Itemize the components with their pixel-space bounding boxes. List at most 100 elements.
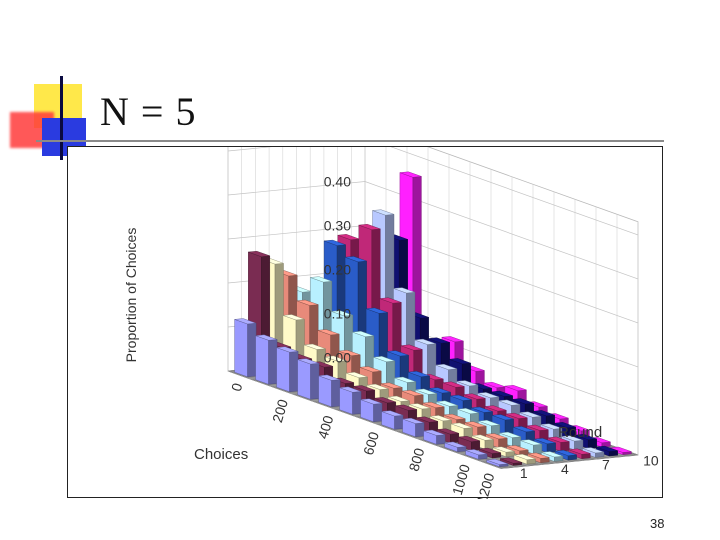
bar-top-face [547, 436, 570, 443]
bar-top-face [486, 458, 509, 465]
z-axis-label: Round [558, 424, 602, 441]
x-tick-label: 0 [228, 381, 246, 393]
bar-top-face [471, 406, 493, 413]
bar-side-face [498, 437, 508, 449]
bar-top-face [513, 453, 536, 460]
bar-round-1-bin-6 [360, 398, 383, 423]
y-tick-label: 0.00 [324, 350, 351, 366]
bar-top-face [436, 400, 458, 407]
bar-top-face [358, 223, 381, 230]
bar-side-face [268, 339, 278, 385]
bar-top-face [519, 411, 542, 418]
y-gridline [227, 181, 639, 280]
chart-3d-bar: 0.000.100.200.300.400.50Proportion of Ch… [123, 147, 659, 500]
bar-side-face [289, 351, 299, 393]
bar-top-face [442, 381, 465, 388]
bar-top-face [449, 358, 471, 365]
bar-round-1-bin-0 [234, 318, 257, 378]
bar-top-face [527, 452, 550, 459]
bar-top-face [437, 428, 459, 435]
x-tick-label: 200 [269, 397, 291, 424]
bar-top-face [500, 457, 522, 464]
bar-round-1-bin-4 [318, 374, 341, 408]
bar-top-face [554, 422, 576, 429]
bar-top-face [492, 446, 515, 453]
bar-top-face [324, 355, 347, 362]
bar-top-face [568, 448, 591, 455]
bar-top-face [338, 349, 361, 356]
bar-top-face [282, 314, 305, 321]
bar-top-face [429, 387, 451, 394]
y-tick-label: 0.30 [324, 218, 351, 234]
page-number: 38 [650, 516, 665, 531]
bar-top-face [353, 385, 375, 392]
bar-top-face [492, 414, 514, 421]
bar-top-face [609, 446, 632, 453]
bar-round-3-bin-12 [513, 453, 536, 465]
bar-top-face [429, 415, 452, 422]
chart-bars [234, 171, 632, 468]
bar-top-face [533, 410, 555, 417]
bar-side-face [373, 403, 383, 423]
bar-top-face [366, 307, 388, 314]
bar-top-face [465, 449, 488, 456]
x-tick-label: 600 [360, 430, 382, 457]
bar-top-face [561, 435, 584, 442]
bar-top-face [372, 209, 395, 216]
bar-top-face [582, 447, 605, 454]
bar-front-face [234, 319, 248, 378]
bar-top-face [464, 421, 487, 428]
bar-top-face [331, 310, 353, 317]
bar-round-1-bin-10 [444, 441, 467, 453]
floor-gridline [227, 370, 502, 469]
chart-frame: 0.000.100.200.300.400.50Proportion of Ch… [67, 146, 663, 500]
bar-top-face [596, 445, 618, 452]
bar-top-face [498, 399, 521, 406]
bar-side-face [471, 440, 480, 451]
bar-top-face [310, 276, 332, 283]
bar-top-face [428, 337, 450, 344]
bar-side-face [247, 322, 257, 378]
z-tick-label: 10 [643, 453, 659, 469]
x-axis-label: Choices [194, 446, 248, 463]
bar-top-face [520, 439, 542, 446]
bar-top-face [540, 423, 563, 430]
bar-top-face [324, 239, 346, 246]
bar-top-face [373, 356, 395, 363]
bar-top-face [303, 343, 326, 350]
bar-top-face [414, 338, 437, 345]
bar-top-face [444, 441, 467, 448]
bar-round-1-bin-12 [486, 458, 509, 468]
bar-top-face [408, 371, 430, 378]
bar-top-face [401, 390, 424, 397]
y-axis-label: Proportion of Choices [123, 228, 139, 363]
bar-top-face [478, 419, 500, 426]
bar-top-face [360, 398, 383, 405]
bar-top-face [234, 318, 257, 325]
bar-side-face [512, 436, 522, 447]
bar-side-face [560, 441, 570, 452]
bar-top-face [317, 329, 340, 336]
slide-title: N = 5 [100, 89, 197, 134]
z-tick-label: 7 [602, 457, 610, 473]
decor-vertical-line [60, 76, 63, 160]
z-tick-label: 4 [561, 461, 569, 477]
bar-top-face [248, 250, 270, 257]
bar-top-face [491, 390, 513, 397]
bar-top-face [276, 346, 299, 353]
bar-side-face [574, 439, 584, 451]
bar-top-face [485, 433, 508, 440]
bar-side-face [484, 439, 494, 450]
chart-labels: 0.000.100.200.300.400.50Proportion of Ch… [123, 174, 659, 500]
bar-round-2-bin-10 [458, 435, 480, 451]
bar-top-face [499, 431, 521, 438]
bar-top-face [318, 374, 341, 381]
bar-top-face [387, 395, 410, 402]
bar-front-face [318, 375, 332, 408]
bar-top-face [399, 171, 422, 178]
bar-top-face [380, 382, 403, 389]
bar-round-1-bin-1 [255, 334, 278, 385]
title-divider-line [36, 140, 664, 142]
bar-top-face [541, 451, 563, 458]
bar-top-face [463, 393, 486, 400]
